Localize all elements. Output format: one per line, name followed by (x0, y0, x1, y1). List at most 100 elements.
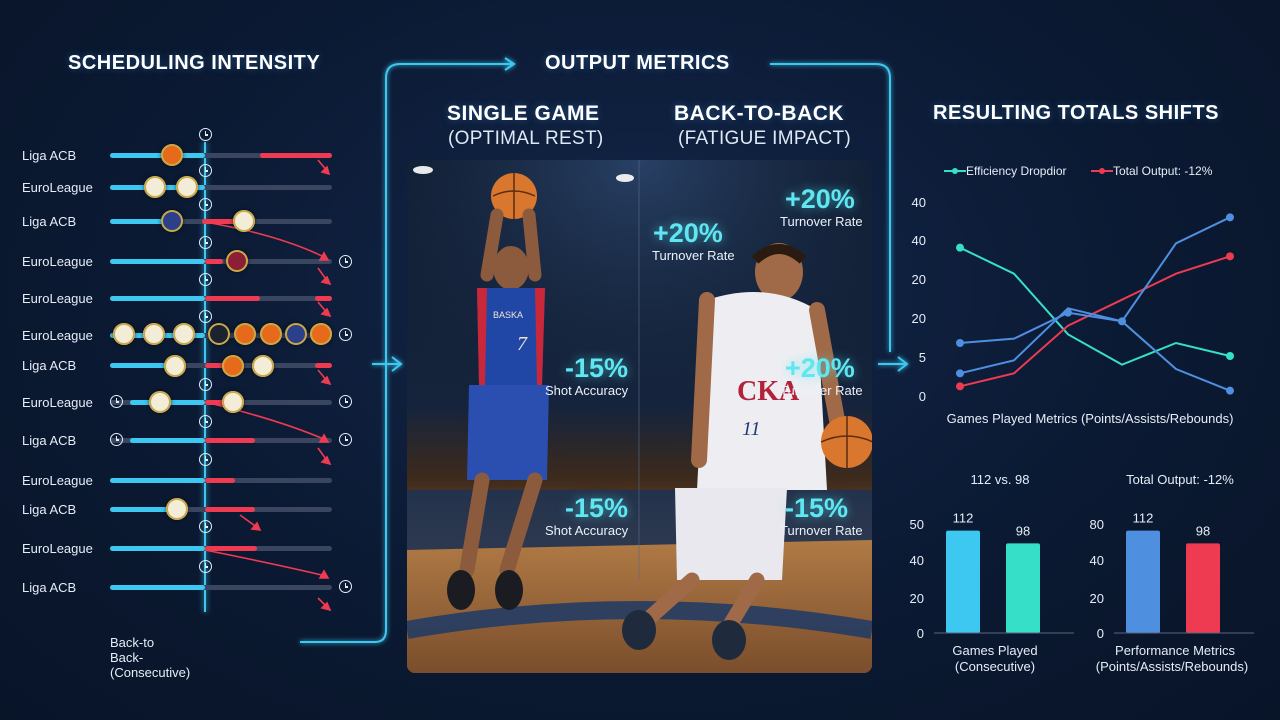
bar-chart-games-xlabel-1: Games Played (952, 643, 1038, 658)
orange-ball-logo-icon (310, 323, 332, 345)
left-top-metric-label: Shot Accuracy (545, 383, 629, 398)
crest-logo-icon (222, 391, 244, 413)
crest-logo-icon (233, 210, 255, 232)
crest-logo-icon (166, 498, 188, 520)
lane-track (110, 259, 332, 264)
bar-chart-games-title: 112 vs. 98 (970, 472, 1030, 487)
back-to-back-subheading: (FATIGUE IMPACT) (678, 128, 851, 149)
line-point (956, 369, 964, 378)
mid-metric-label: Turnover Rate (652, 248, 735, 263)
left-jersey-number: 7 (517, 333, 528, 355)
lane-label: Liga ACB (22, 358, 77, 373)
left-bottom-metric-label: Shot Accuracy (545, 523, 629, 538)
euroleague-logo-icon (208, 323, 230, 345)
clock-icon (199, 560, 212, 573)
right-top-metric-label: Turnover Rate (780, 214, 863, 229)
court-scene: 7 BASKA CKA 11 (407, 160, 872, 673)
legend-efficiency-swatch (944, 168, 966, 174)
lane-label: EuroLeague (22, 328, 93, 343)
line-series-2 (959, 216, 1231, 344)
bar (946, 530, 980, 633)
orange-ball-logo-icon (161, 144, 183, 166)
clock-icon (199, 310, 212, 323)
bar-value-label: 98 (1016, 523, 1030, 538)
lane-track (110, 478, 332, 483)
y-tick-label: 40 (911, 233, 926, 248)
club-logo-icon (226, 250, 248, 272)
club-logo-icon (285, 323, 307, 345)
right-mid-metric-value: +20% (785, 353, 855, 383)
mid-metric-value: +20% (653, 218, 723, 248)
line-plot-area (956, 213, 1234, 395)
y-tick-label: 20 (911, 311, 926, 326)
right-top-metric-value: +20% (785, 184, 855, 214)
crest-logo-icon (113, 323, 135, 345)
timeline-axis (204, 142, 206, 612)
bar (1006, 543, 1040, 633)
line-series-3 (959, 307, 1231, 392)
lane-track (110, 296, 332, 301)
y-tick-label: 40 (911, 195, 926, 210)
clock-icon (199, 198, 212, 211)
line-chart-xlabel: Games Played Metrics (Points/Assists/Reb… (946, 411, 1234, 426)
bar (1126, 530, 1160, 633)
lane-label: EuroLeague (22, 291, 93, 306)
lane-label: EuroLeague (22, 180, 93, 195)
clock-icon (339, 433, 352, 446)
bar-value-label: 112 (1133, 511, 1154, 526)
right-mid-metric-label: Turnover Rate (780, 383, 863, 398)
orange-ball-logo-icon (222, 355, 244, 377)
line-chart: Efficiency Dropdior Total Output: -12% 4… (900, 150, 1240, 440)
arrow-into-photo (372, 356, 403, 372)
player-left: 7 BASKA (447, 173, 549, 610)
crest-logo-icon (144, 176, 166, 198)
back-to-back-footer-label: Back-to Back- (Consecutive) (110, 635, 191, 680)
clock-icon (339, 255, 352, 268)
scheduling-heading: SCHEDULING INTENSITY (68, 52, 321, 74)
lane-track (110, 585, 332, 590)
clock-icon (199, 453, 212, 466)
clock-icon (110, 433, 123, 446)
right-bottom-metric-label: Turnover Rate (780, 523, 863, 538)
y-tick-label: 20 (1089, 591, 1104, 606)
crest-logo-icon (164, 355, 186, 377)
lane-label: EuroLeague (22, 473, 93, 488)
arrow-into-output (504, 57, 516, 71)
y-tick-label: 0 (916, 626, 924, 641)
crest-logo-icon (252, 355, 274, 377)
clock-icon (339, 328, 352, 341)
orange-ball-logo-icon (234, 323, 256, 345)
player-comparison-photo: 7 BASKA CKA 11 -15% Shot Accuracy -15% S… (407, 160, 872, 673)
line-point (1226, 213, 1234, 222)
clock-icon (199, 164, 212, 177)
bar-chart-games-xlabel-2: (Consecutive) (954, 659, 1036, 674)
bar-value-label: 112 (953, 511, 974, 526)
crest-logo-icon (176, 176, 198, 198)
line-point (1226, 252, 1234, 261)
lane-label: Liga ACB (22, 214, 77, 229)
lane-track (110, 219, 332, 224)
bar-chart-performance: Total Output: -12% 80 40 20 0 112 98 Perf… (1080, 470, 1270, 710)
clock-icon (339, 395, 352, 408)
y-tick-label: 40 (909, 553, 924, 568)
left-top-metric-value: -15% (565, 353, 629, 383)
y-tick-label: 80 (1089, 517, 1104, 532)
resulting-totals-heading: RESULTING TOTALS SHIFTS (933, 102, 1219, 124)
legend-output-label: Total Output: -12% (1113, 164, 1213, 178)
line-series-0 (959, 246, 1231, 366)
clock-icon (199, 273, 212, 286)
lane-label: Liga ACB (22, 502, 77, 517)
y-tick-label: 0 (918, 389, 926, 404)
clock-icon (339, 580, 352, 593)
y-tick-label: 40 (1089, 553, 1104, 568)
bar-chart-games: 112 vs. 98 50 40 20 0 112 98 Games Played… (900, 470, 1074, 710)
lane-label: EuroLeague (22, 254, 93, 269)
lane-label: Liga ACB (22, 148, 77, 163)
lane-track (110, 438, 332, 443)
clock-icon (199, 236, 212, 249)
clock-icon (199, 415, 212, 428)
line-point (1226, 352, 1234, 360)
bar-value-label: 98 (1196, 523, 1210, 538)
back-to-back-heading: BACK-TO-BACK (674, 102, 845, 125)
y-tick-label: 20 (909, 591, 924, 606)
